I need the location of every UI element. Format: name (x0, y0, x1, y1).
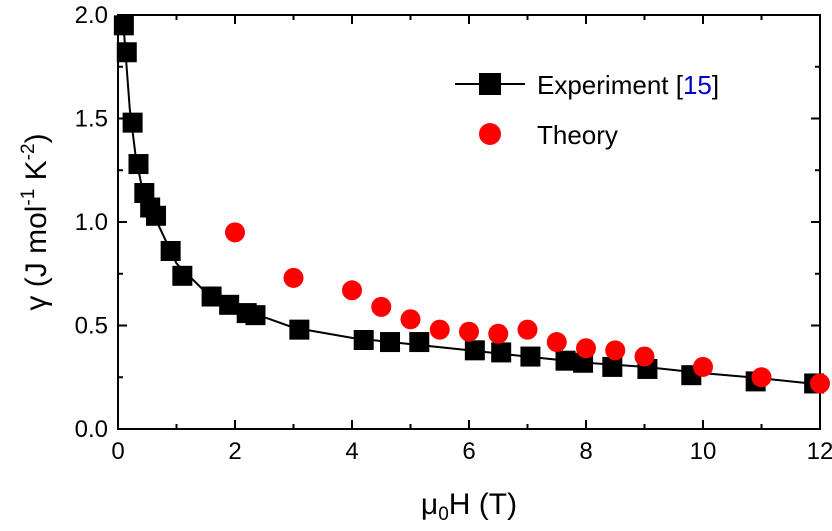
experiment-point (491, 342, 512, 363)
theory-point (751, 367, 772, 388)
experiment-point (409, 332, 430, 353)
experiment-point (160, 240, 181, 261)
experiment-point (172, 265, 193, 286)
theory-points (225, 222, 830, 394)
theory-point (488, 323, 509, 344)
theory-point (400, 309, 421, 330)
y-tick-label: 1.0 (75, 209, 108, 236)
x-axis-ticks: 0 2 4 6 8 10 12 (111, 15, 832, 465)
theory-point (810, 373, 830, 394)
legend-experiment-label: Experiment [15] (537, 70, 719, 100)
theory-point (693, 356, 713, 377)
theory-point (225, 222, 245, 243)
x-tick-label: 0 (111, 438, 124, 465)
experiment-point (219, 294, 240, 315)
experiment-point (380, 332, 401, 353)
experiment-point (116, 42, 137, 63)
x-axis-title: μ0H (T) (421, 488, 517, 525)
legend: Experiment [15] Theory (455, 70, 719, 150)
y-tick-label: 2.0 (75, 2, 108, 29)
experiment-point (201, 286, 222, 307)
theory-point (546, 332, 567, 353)
experiment-point (353, 329, 374, 350)
theory-point (429, 319, 450, 340)
y-tick-label: 1.5 (75, 106, 108, 133)
theory-point (605, 340, 626, 361)
theory-point (576, 338, 596, 359)
x-tick-label: 6 (462, 438, 475, 465)
theory-point (283, 267, 304, 288)
y-axis-title: γ (J mol-1 K-2) (18, 133, 53, 310)
legend-theory-label: Theory (537, 120, 618, 150)
theory-point (371, 296, 392, 317)
experiment-point (602, 356, 623, 377)
experiment-point (464, 340, 485, 361)
y-tick-label: 0.5 (75, 313, 108, 340)
x-tick-label: 4 (345, 438, 358, 465)
y-axis-ticks: 0.0 0.5 1.0 1.5 2.0 (75, 2, 820, 443)
theory-point (634, 346, 655, 367)
legend-theory-marker (479, 123, 501, 145)
theory-point (459, 321, 479, 342)
experiment-point (122, 112, 143, 133)
theory-point (342, 280, 362, 301)
y-tick-label: 0.0 (75, 416, 108, 443)
x-tick-label: 12 (807, 438, 832, 465)
x-tick-label: 8 (579, 438, 592, 465)
experiment-point (520, 346, 541, 367)
x-tick-label: 2 (228, 438, 241, 465)
experiment-point (113, 15, 134, 36)
experiment-point (289, 319, 310, 340)
experiment-point (146, 205, 167, 226)
legend-experiment-marker (479, 73, 501, 95)
experiment-point (555, 350, 576, 371)
legend-experiment-ref: 15 (683, 70, 712, 100)
experiment-points (113, 15, 825, 394)
experiment-point (245, 305, 266, 326)
experiment-point (128, 154, 149, 175)
x-tick-label: 10 (690, 438, 717, 465)
theory-point (517, 319, 538, 340)
